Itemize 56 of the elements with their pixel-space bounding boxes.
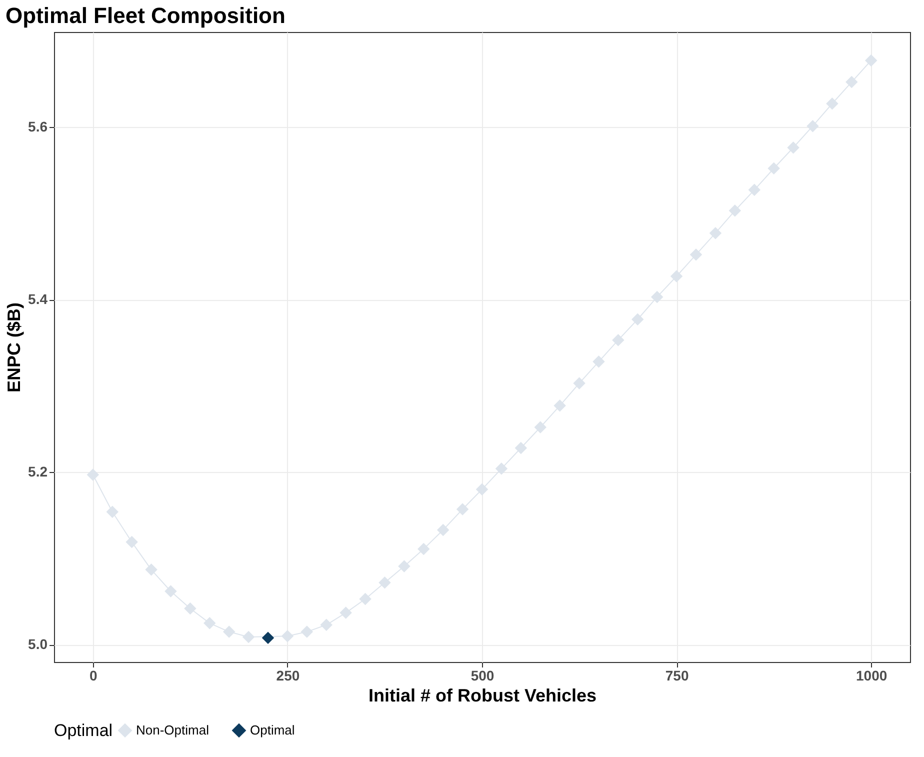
y-axis-title: ENPC ($B) [4, 302, 24, 393]
point [436, 524, 450, 536]
point [300, 626, 314, 638]
point [748, 184, 760, 196]
point [554, 400, 566, 412]
point [787, 142, 800, 154]
point [86, 468, 100, 481]
point [650, 290, 664, 304]
x-tick-label: 250 [276, 668, 300, 684]
point [592, 356, 605, 368]
point [709, 226, 722, 240]
y-tick-label: 5.0 [28, 636, 48, 652]
point [359, 592, 372, 606]
point [145, 564, 158, 576]
point [864, 54, 878, 67]
legend-label: Non-Optimal [136, 722, 210, 738]
point [768, 162, 780, 174]
point [242, 630, 255, 644]
point [846, 76, 858, 88]
legend-label: Optimal [250, 722, 295, 738]
point [320, 618, 332, 632]
point [126, 536, 138, 548]
point [222, 626, 236, 638]
point [573, 377, 586, 390]
point [670, 270, 683, 282]
x-tick-label: 0 [90, 668, 98, 684]
point [632, 313, 644, 326]
point [690, 248, 702, 261]
point [262, 632, 274, 644]
y-tick-label: 5.2 [28, 464, 48, 480]
point [418, 542, 430, 556]
chart-title: Optimal Fleet Composition [6, 3, 286, 28]
point [184, 602, 196, 615]
x-tick-label: 500 [470, 668, 494, 684]
point [281, 630, 294, 642]
point [340, 606, 352, 619]
point [534, 421, 546, 434]
point [378, 576, 391, 589]
point [514, 442, 528, 454]
point [456, 503, 469, 516]
point [106, 506, 118, 518]
point [806, 120, 819, 132]
legend-title: Optimal [54, 721, 113, 740]
x-tick-label: 750 [665, 668, 689, 684]
x-axis-title: Initial # of Robust Vehicles [368, 686, 597, 706]
point [164, 585, 177, 598]
y-tick-label: 5.4 [28, 291, 48, 308]
point [204, 617, 216, 630]
point [476, 483, 488, 496]
point [826, 98, 838, 110]
point [728, 204, 742, 217]
y-tick-label: 5.6 [28, 118, 48, 134]
x-tick-label: 1000 [856, 668, 888, 684]
point [612, 334, 624, 346]
point [495, 462, 508, 475]
point [398, 560, 410, 572]
